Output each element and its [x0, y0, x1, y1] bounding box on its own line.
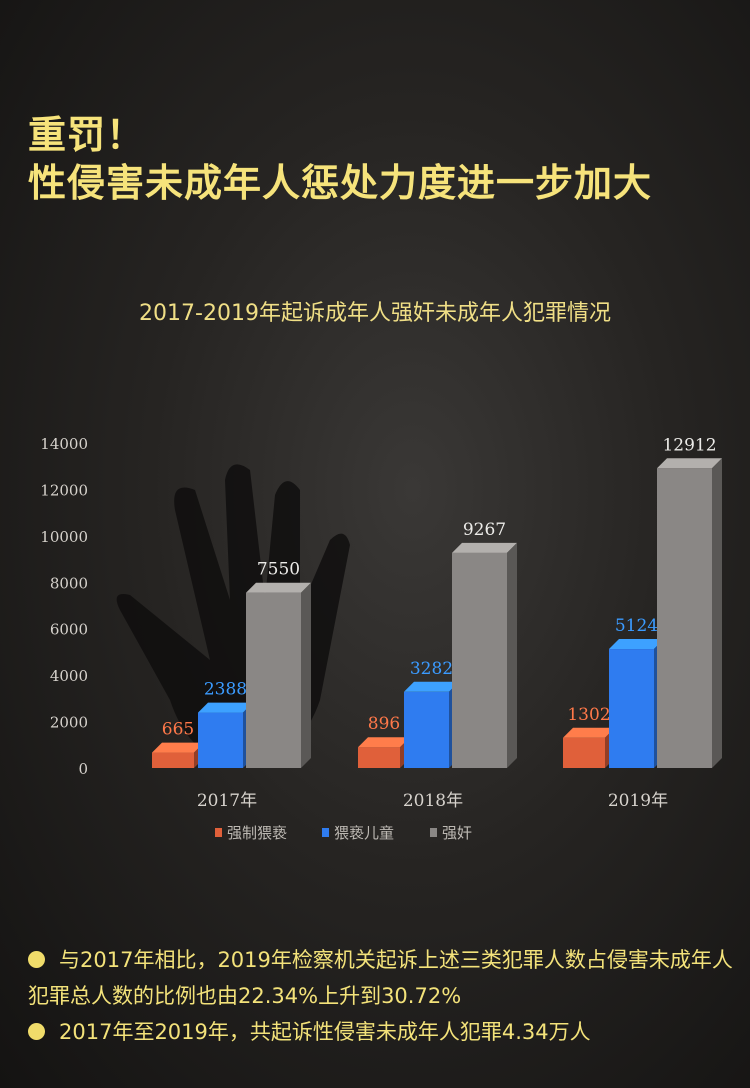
bar-0 [152, 752, 194, 768]
y-tick-label: 4000 [50, 667, 88, 685]
y-tick-label: 6000 [50, 621, 88, 639]
bar-2 [452, 552, 507, 768]
data-label: 12912 [662, 435, 716, 455]
y-tick-label: 10000 [40, 528, 88, 546]
bar-0 [563, 737, 605, 768]
legend-label: 猥亵儿童 [334, 824, 394, 842]
chart-title: 2017-2019年起诉成年人强奸未成年人犯罪情况 [139, 301, 611, 326]
bar-top-1 [198, 702, 253, 713]
bar-top-2 [452, 542, 517, 553]
bar-top-0 [563, 727, 615, 738]
legend-swatch [322, 828, 329, 837]
bar-top-0 [358, 737, 410, 748]
legend-swatch [215, 828, 222, 837]
headline-line2: 性侵害未成年人惩处力度进一步加大 [28, 161, 653, 205]
data-label: 7550 [257, 560, 300, 580]
bar-0 [358, 747, 400, 768]
data-label: 5124 [615, 616, 658, 636]
data-label: 2388 [204, 680, 247, 700]
data-label: 896 [368, 714, 400, 734]
y-tick-label: 14000 [40, 435, 88, 453]
y-tick-label: 0 [78, 760, 88, 778]
bar-2 [246, 592, 301, 768]
data-label: 1302 [567, 705, 610, 725]
bullet-icon [28, 1023, 45, 1040]
note-text: 与2017年相比，2019年检察机关起诉上述三类犯罪人数占侵害未成年人犯罪总人数… [28, 948, 733, 1008]
y-tick-label: 2000 [50, 714, 88, 732]
bar-2 [657, 468, 712, 768]
note-text: 2017年至2019年，共起诉性侵害未成年人犯罪4.34万人 [59, 1020, 591, 1044]
y-tick-label: 8000 [50, 574, 88, 592]
data-label: 3282 [410, 659, 453, 679]
legend-label: 强奸 [442, 824, 472, 842]
bar-side-2 [712, 458, 722, 768]
legend-label: 强制猥亵 [227, 824, 287, 842]
bar-top-1 [404, 681, 459, 692]
legend-swatch [430, 828, 437, 837]
data-label: 9267 [463, 520, 506, 540]
x-tick-label: 2018年 [403, 791, 463, 811]
bar-top-1 [609, 639, 664, 650]
bar-1 [404, 691, 449, 768]
x-tick-label: 2019年 [608, 791, 668, 811]
bar-top-0 [152, 742, 204, 753]
note-1: 与2017年相比，2019年检察机关起诉上述三类犯罪人数占侵害未成年人犯罪总人数… [28, 942, 738, 1014]
x-tick-label: 2017年 [197, 791, 257, 811]
note-2: 2017年至2019年，共起诉性侵害未成年人犯罪4.34万人 [28, 1014, 738, 1050]
headline-line1: 重罚！ [28, 113, 146, 157]
bar-side-2 [507, 542, 517, 768]
bar-top-2 [657, 458, 722, 469]
bar-1 [609, 649, 654, 768]
bar-1 [198, 712, 243, 768]
bar-side-2 [301, 582, 311, 768]
data-label: 665 [162, 720, 194, 740]
bar-chart: 0 2000 4000 6000 8000 10000 12000 14000 665 2388 7… [40, 435, 722, 842]
y-tick-label: 12000 [40, 481, 88, 499]
bullet-icon [28, 951, 45, 968]
bar-top-2 [246, 582, 311, 593]
